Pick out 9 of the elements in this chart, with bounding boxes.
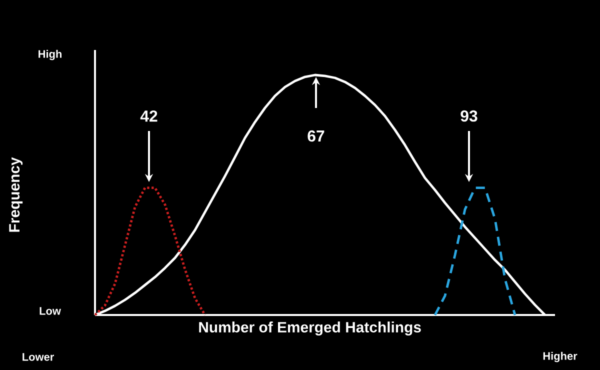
text: Low <box>40 307 61 315</box>
x-axis-title: Number of Emerged Hatchlings <box>199 322 421 336</box>
text: Higher <box>543 352 578 362</box>
annotation: 42 <box>140 110 158 122</box>
text: Lower <box>22 353 54 361</box>
y-axis-title: Frequency <box>9 157 23 232</box>
annotation: 67 <box>308 130 324 142</box>
text: High <box>38 50 62 60</box>
annotation: 93 <box>460 110 478 122</box>
